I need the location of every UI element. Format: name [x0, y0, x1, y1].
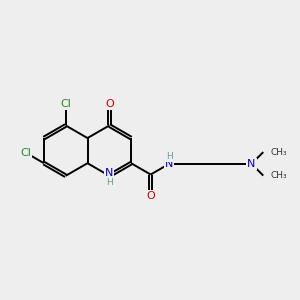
- Text: H: H: [106, 178, 113, 187]
- Text: N: N: [165, 159, 173, 169]
- Text: N: N: [105, 168, 113, 178]
- Text: H: H: [166, 152, 172, 161]
- Text: Cl: Cl: [20, 148, 31, 158]
- Text: N: N: [247, 159, 256, 169]
- Text: CH₃: CH₃: [271, 171, 287, 180]
- Text: CH₃: CH₃: [271, 148, 287, 157]
- Text: O: O: [146, 191, 155, 201]
- Text: O: O: [105, 99, 114, 109]
- Text: Cl: Cl: [60, 99, 71, 109]
